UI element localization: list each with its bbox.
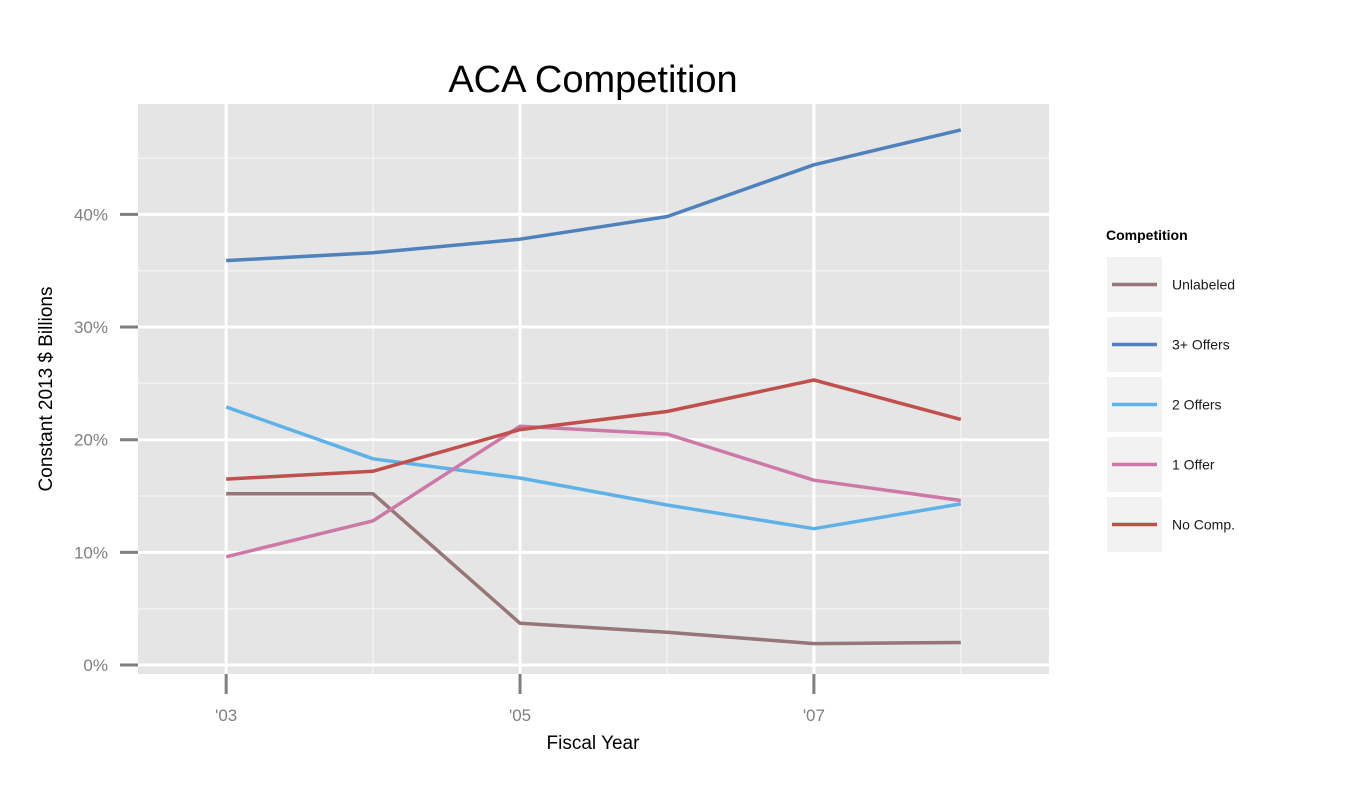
minor-gridlines — [138, 104, 1049, 674]
legend-label: 1 Offer — [1172, 457, 1215, 473]
legend-title: Competition — [1106, 227, 1188, 243]
series-line — [225, 424, 962, 559]
y-axis: 0% 10% 20% 30% 40% — [74, 205, 138, 675]
y-tick-label: 20% — [74, 431, 108, 450]
x-tick-label: '07 — [803, 706, 825, 725]
y-tick-label: 10% — [74, 543, 108, 562]
chart-title: ACA Competition — [448, 59, 737, 101]
legend: Competition Unlabeled 3+ Offers 2 Offers 1 … — [1106, 227, 1235, 552]
legend-label: 2 Offers — [1172, 397, 1222, 413]
legend-label: 3+ Offers — [1172, 337, 1230, 353]
series-line — [226, 128, 962, 263]
x-tick-label: '03 — [215, 706, 237, 725]
y-tick-label: 0% — [83, 656, 108, 675]
series-lines — [225, 128, 962, 646]
major-gridlines — [138, 104, 1049, 674]
series-line — [226, 378, 962, 481]
x-axis-title: Fiscal Year — [547, 733, 641, 754]
legend-label: Unlabeled — [1172, 277, 1235, 293]
y-axis-title: Constant 2013 $ Billions — [36, 287, 57, 492]
series-line — [226, 492, 961, 646]
legend-label: No Comp. — [1172, 517, 1235, 533]
x-tick-label: '05 — [509, 706, 531, 725]
y-tick-label: 40% — [74, 205, 108, 224]
y-tick-label: 30% — [74, 318, 108, 337]
series-line — [225, 405, 962, 531]
x-axis: '03 '05 '07 — [215, 674, 825, 725]
plot-panel — [138, 104, 1049, 674]
